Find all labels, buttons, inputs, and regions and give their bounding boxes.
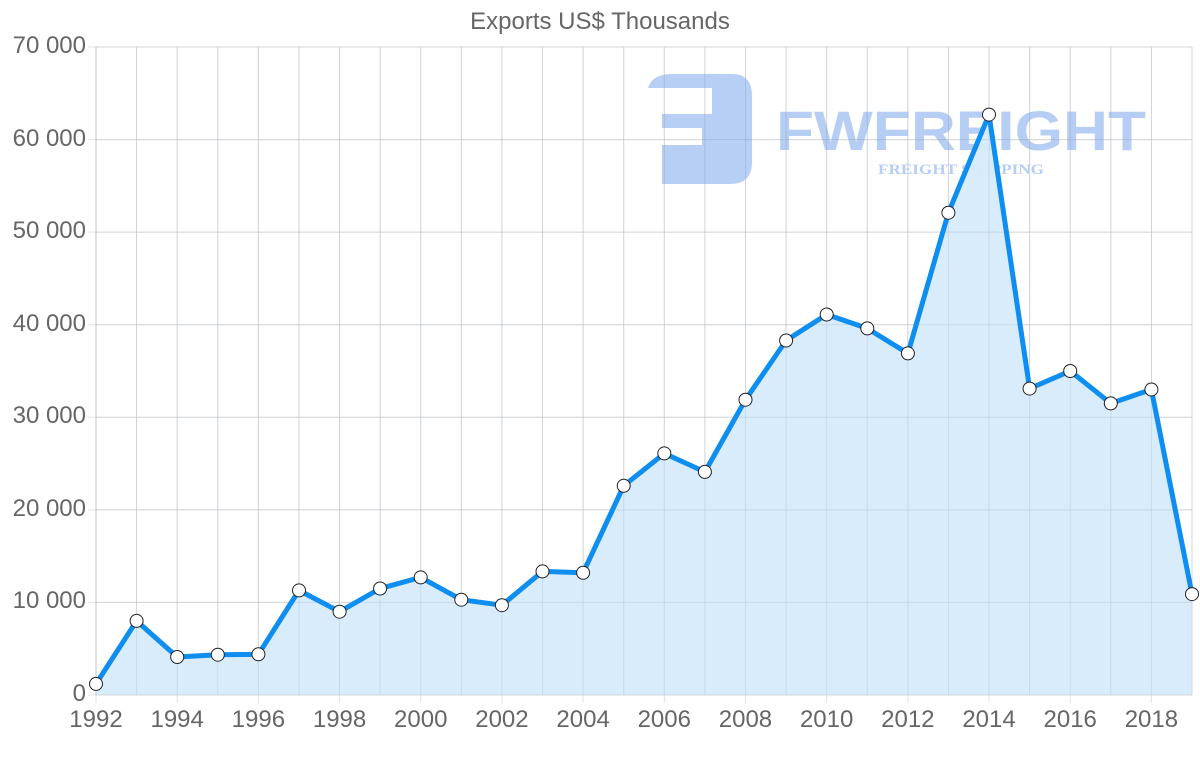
y-tick-label: 70 000 bbox=[12, 32, 86, 59]
data-point-marker[interactable] bbox=[738, 392, 753, 407]
area-fill bbox=[96, 114, 1192, 696]
data-point-marker[interactable] bbox=[1185, 587, 1199, 602]
x-tick-label: 2000 bbox=[394, 706, 448, 733]
x-tick-label: 2004 bbox=[556, 706, 610, 733]
y-tick-label: 10 000 bbox=[12, 587, 86, 615]
data-point-marker[interactable] bbox=[616, 478, 631, 493]
data-point-marker[interactable] bbox=[697, 464, 712, 479]
data-point-marker[interactable] bbox=[900, 346, 915, 361]
chart-title: Exports US$ Thousands bbox=[470, 8, 730, 35]
data-point-marker[interactable] bbox=[292, 583, 306, 598]
data-point-marker[interactable] bbox=[1063, 364, 1078, 378]
data-point-marker[interactable] bbox=[251, 647, 266, 662]
data-point-marker[interactable] bbox=[170, 650, 185, 664]
fwfreight-watermark: FWFREIGHT FREIGHT SHIPPING bbox=[648, 74, 1146, 184]
data-point-marker[interactable] bbox=[982, 107, 996, 122]
data-point-marker[interactable] bbox=[576, 565, 591, 580]
data-point-marker[interactable] bbox=[1022, 381, 1037, 396]
x-tick-label: 2010 bbox=[799, 706, 854, 733]
x-tick-label: 1996 bbox=[231, 706, 286, 733]
y-tick-label: 30 000 bbox=[12, 402, 86, 430]
y-tick-label: 0 bbox=[72, 680, 86, 707]
data-point-marker[interactable] bbox=[413, 570, 428, 585]
x-tick-label: 2008 bbox=[718, 706, 773, 733]
data-point-marker[interactable] bbox=[941, 205, 956, 220]
data-point-marker[interactable] bbox=[210, 647, 225, 662]
y-tick-label: 20 000 bbox=[12, 494, 86, 522]
data-point-marker[interactable] bbox=[494, 598, 509, 613]
data-line bbox=[93, 112, 1195, 686]
x-tick-label: 2002 bbox=[475, 706, 529, 733]
x-tick-label: 2012 bbox=[881, 706, 935, 733]
y-tick-label: 50 000 bbox=[12, 217, 86, 245]
data-point-marker[interactable] bbox=[454, 592, 469, 607]
y-tick-label: 60 000 bbox=[12, 124, 86, 152]
data-point-marker[interactable] bbox=[535, 564, 550, 579]
data-markers bbox=[89, 107, 1199, 691]
data-point-marker[interactable] bbox=[129, 613, 144, 628]
x-tick-label: 1998 bbox=[312, 706, 367, 733]
data-point-marker[interactable] bbox=[860, 321, 875, 336]
data-point-marker[interactable] bbox=[332, 604, 347, 619]
data-point-marker[interactable] bbox=[89, 676, 103, 691]
fwfreight-logo-icon bbox=[648, 74, 752, 184]
x-tick-label: 1994 bbox=[150, 706, 204, 733]
data-point-marker[interactable] bbox=[373, 581, 388, 596]
data-point-marker[interactable] bbox=[779, 333, 794, 348]
x-tick-label: 1992 bbox=[69, 706, 123, 733]
data-point-marker[interactable] bbox=[819, 307, 834, 322]
x-tick-label: 2016 bbox=[1043, 706, 1097, 733]
x-tick-label: 2014 bbox=[962, 706, 1016, 733]
data-point-marker[interactable] bbox=[657, 446, 672, 461]
y-tick-label: 40 000 bbox=[12, 309, 86, 337]
x-tick-label: 2018 bbox=[1124, 706, 1179, 733]
x-tick-label: 2006 bbox=[637, 706, 691, 733]
watermark-brand: FWFREIGHT bbox=[776, 99, 1146, 162]
data-point-marker[interactable] bbox=[1103, 396, 1118, 411]
data-point-marker[interactable] bbox=[1144, 382, 1159, 397]
watermark-tagline: FREIGHT SHIPPING bbox=[878, 162, 1044, 178]
